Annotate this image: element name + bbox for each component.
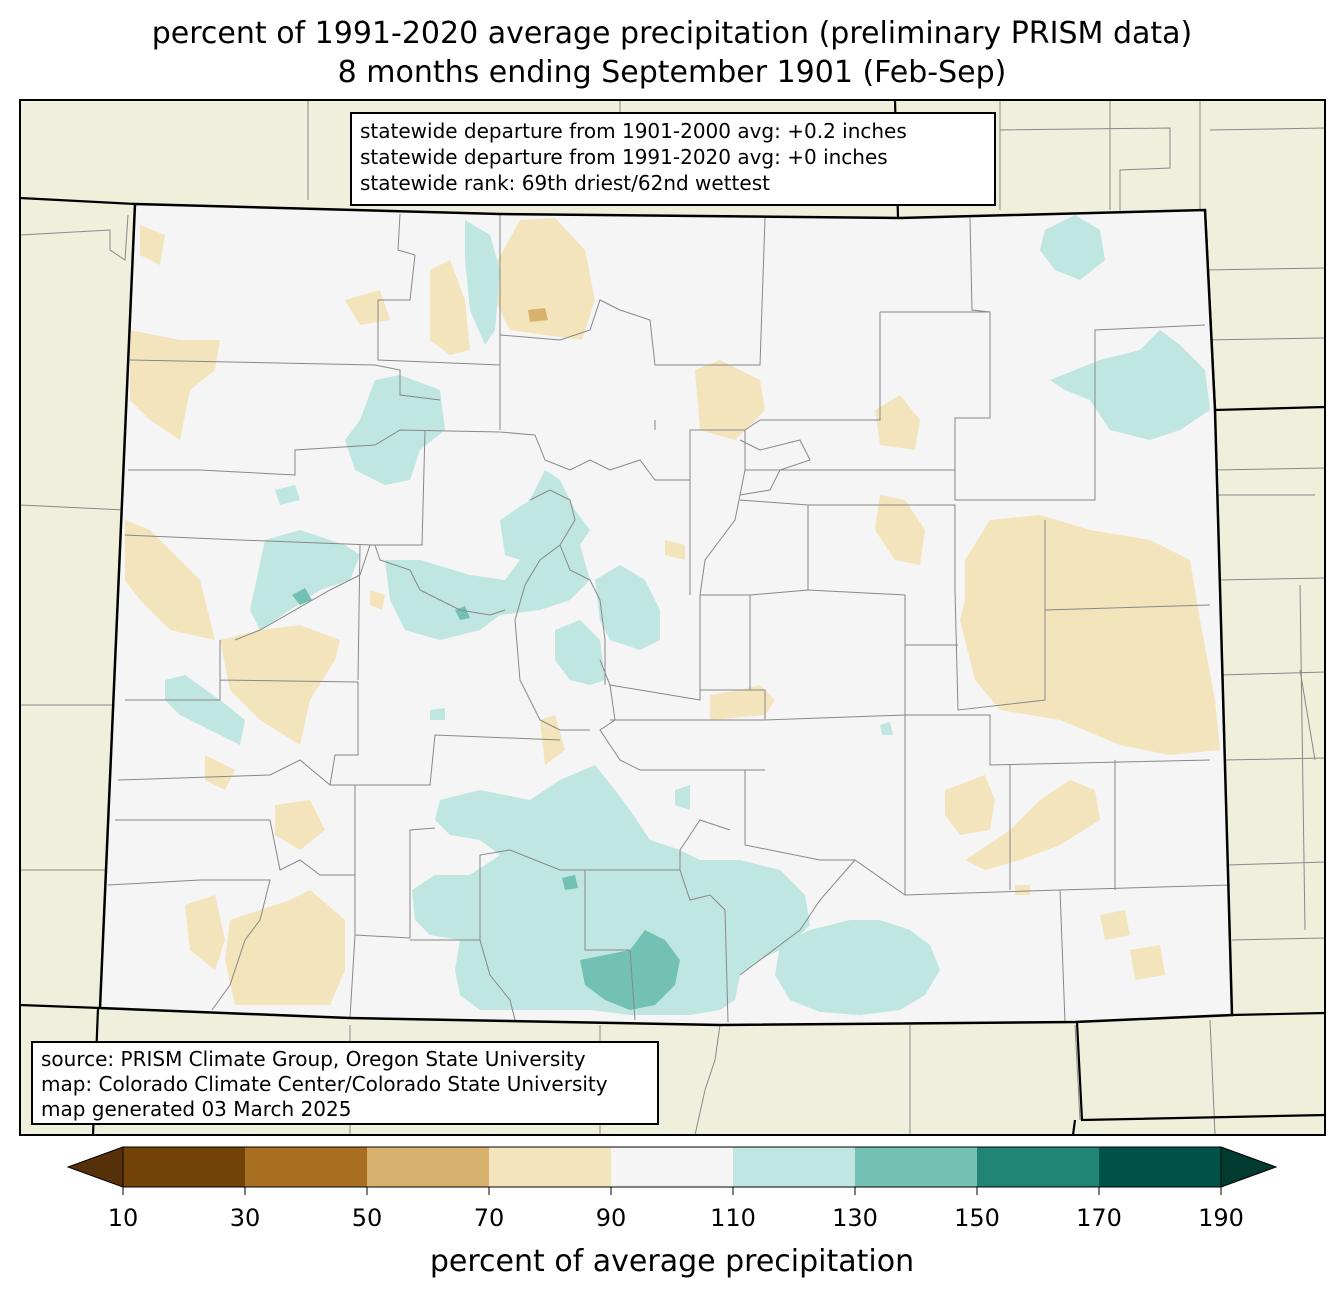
colorbar-tick-label: 170 (1076, 1204, 1122, 1232)
colorbar-tick-label: 110 (710, 1204, 756, 1232)
stats-departure-1991-2020: statewide departure from 1991-2020 avg: … (360, 145, 888, 169)
county-lines (107, 213, 1231, 1023)
colorbar-tick-label: 150 (954, 1204, 1000, 1232)
source-box: source: PRISM Climate Group, Oregon Stat… (31, 1041, 659, 1125)
statewide-stats-box: statewide departure from 1901-2000 avg: … (350, 112, 996, 206)
stats-rank: statewide rank: 69th driest/62nd wettest (360, 171, 770, 195)
stats-departure-1901-2000: statewide departure from 1901-2000 avg: … (360, 119, 907, 143)
wet-areas (165, 215, 1210, 1015)
colorbar-segment (855, 1147, 978, 1187)
colorbar-outline (122, 1146, 1222, 1188)
colorbar-segment (245, 1147, 368, 1187)
colorbar-over-arrow (1220, 1146, 1278, 1188)
colorbar-tick-label: 70 (473, 1204, 505, 1232)
colorbar-tick-label: 90 (595, 1204, 627, 1232)
dry-areas (125, 218, 1220, 1005)
dry-areas-strong (528, 308, 548, 322)
colorbar-label: percent of average precipitation (429, 1244, 915, 1279)
source-prism: source: PRISM Climate Group, Oregon Stat… (41, 1047, 586, 1071)
source-generated-date: map generated 03 March 2025 (41, 1097, 352, 1121)
colorbar-segment (1099, 1147, 1222, 1187)
colorbar-tick-label: 30 (229, 1204, 261, 1232)
colorbar-tick-label: 50 (351, 1204, 383, 1232)
colorbar-tick-label: 130 (832, 1204, 878, 1232)
colorbar-segment (123, 1147, 246, 1187)
source-map-author: map: Colorado Climate Center/Colorado St… (41, 1072, 608, 1096)
colorbar-segment (977, 1147, 1100, 1187)
colorbar-under-arrow (66, 1146, 124, 1188)
map-title-line1: percent of 1991-2020 average precipitati… (151, 16, 1193, 51)
colorbar-segment (367, 1147, 490, 1187)
colorbar-tick-label: 10 (107, 1204, 139, 1232)
colorbar-tick-label: 190 (1198, 1204, 1244, 1232)
colorbar-segment (733, 1147, 856, 1187)
colorbar-segment (611, 1147, 734, 1187)
map-title-line2: 8 months ending September 1901 (Feb-Sep) (337, 55, 1007, 90)
colorado-border (98, 202, 1234, 1027)
colorbar-segment (489, 1147, 612, 1187)
map-frame (19, 99, 1326, 1136)
colorbar-tick-marks (122, 1187, 1222, 1195)
colorbar-segments (123, 1147, 1222, 1187)
